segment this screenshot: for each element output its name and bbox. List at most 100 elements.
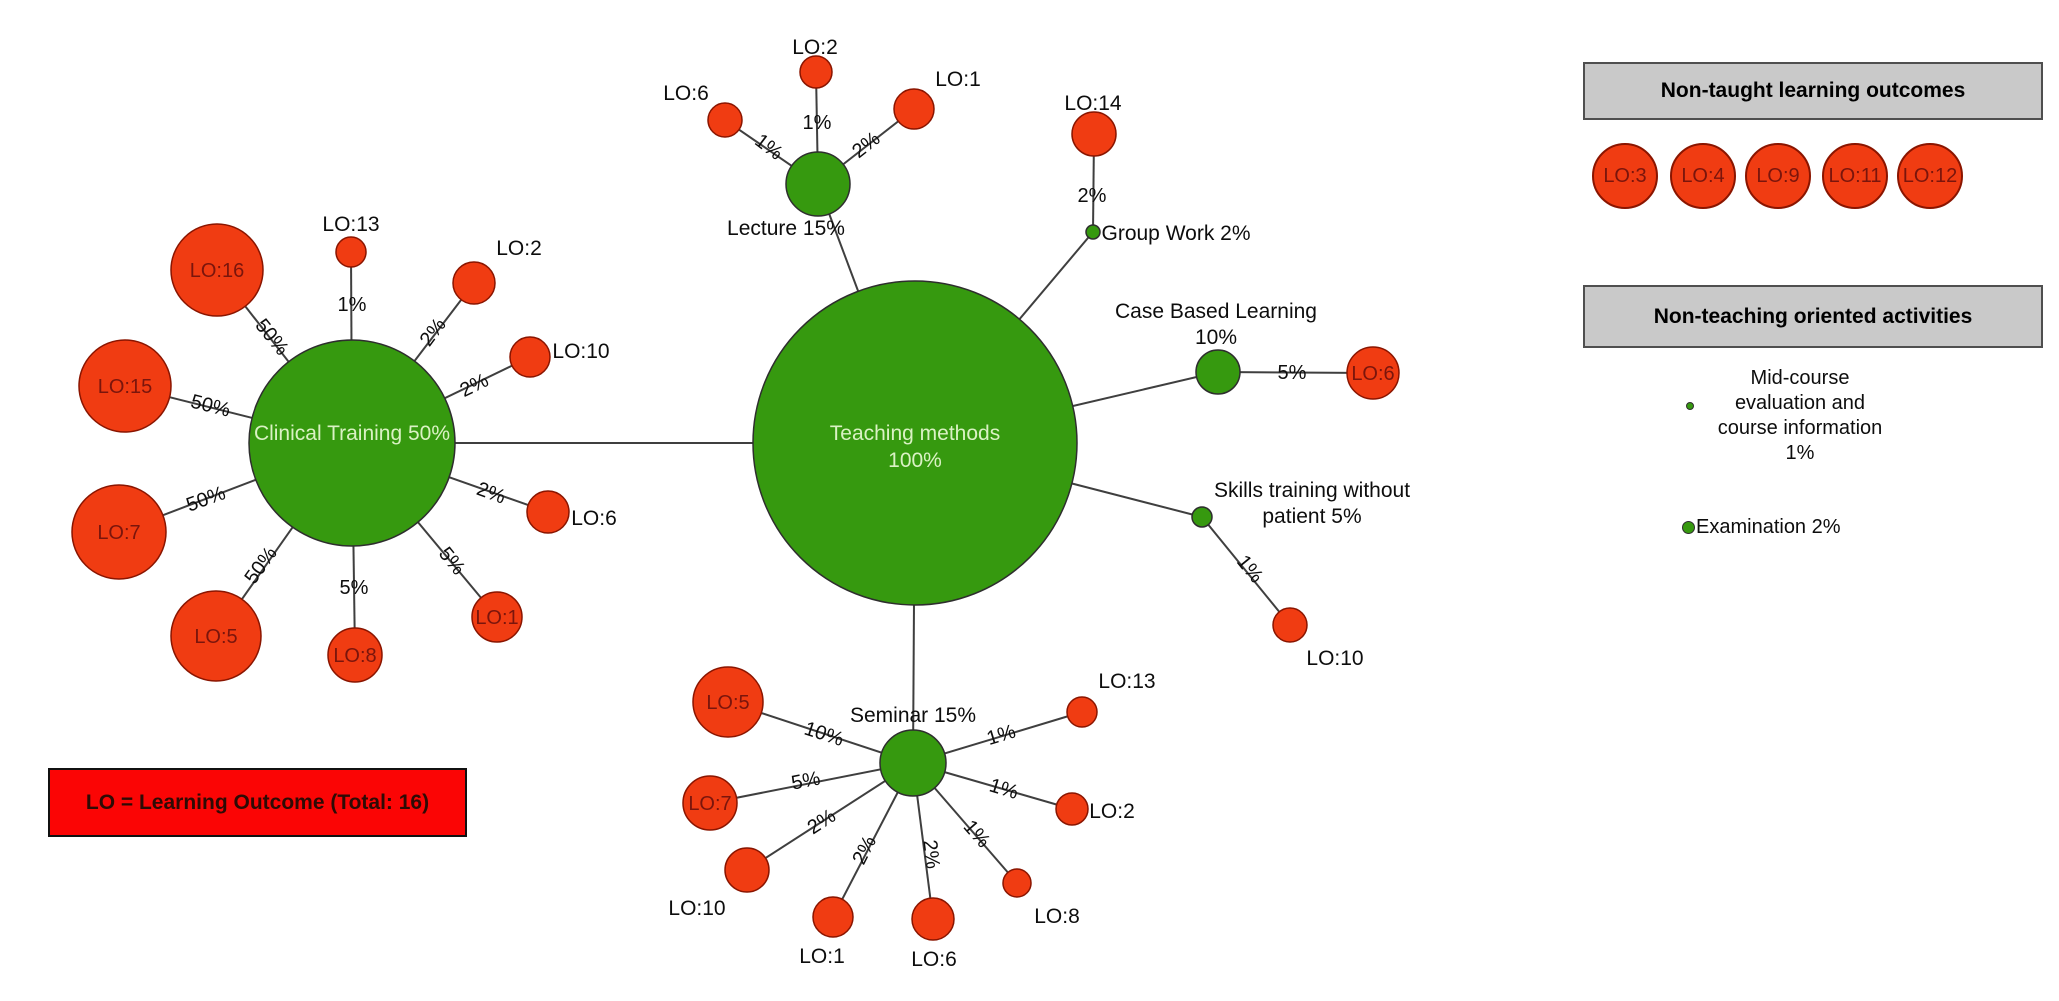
- label-lo-10-seminar: LO:10: [668, 897, 725, 920]
- node-lo-5-clinical-training: [170, 590, 262, 682]
- node-lo-1-clinical-training: [471, 591, 523, 643]
- label-clinical-training: Clinical Training 50%: [254, 422, 450, 445]
- label-lo-7-seminar: LO:7: [688, 793, 731, 815]
- label-teaching-methods: 100%: [888, 449, 942, 472]
- activity-midcourse-line: evaluation and: [1734, 392, 1866, 414]
- label-lo-1-seminar: LO:1: [799, 945, 845, 968]
- node-lo-6-case-based-learning: [1346, 346, 1400, 400]
- pct-lo-10-skills-training-without-patient: 1%: [1232, 551, 1267, 587]
- node-lo-6-seminar: [911, 897, 955, 941]
- node-lo-6-clinical-training: [526, 490, 570, 534]
- pct-lo-6-case-based-learning: 5%: [1278, 362, 1307, 384]
- edge-seminar-lo-7: [709, 762, 914, 804]
- label-lo-5-clinical-training: LO:5: [194, 626, 237, 648]
- activity-examination: Examination 2%: [1682, 516, 1841, 539]
- node-lo-7-seminar: [682, 775, 738, 831]
- label-lecture: Lecture 15%: [727, 217, 845, 240]
- label-lo-8-seminar: LO:8: [1034, 905, 1080, 928]
- label-lo-10-clinical-training: LO:10: [552, 340, 609, 363]
- label-lo-8-clinical-training: LO:8: [333, 645, 376, 667]
- examination-dot-icon: [1682, 521, 1695, 534]
- label-lo-13-seminar: LO:13: [1098, 670, 1155, 693]
- legend-box: LO = Learning Outcome (Total: 16): [48, 768, 467, 837]
- node-lo-13-clinical-training: [335, 236, 367, 268]
- label-lo-2-seminar: LO:2: [1089, 800, 1135, 823]
- node-lo-1-lecture: [893, 88, 935, 130]
- label-lo-6-lecture: LO:6: [663, 82, 709, 105]
- non-taught-lo-circle: LO:12: [1897, 143, 1963, 209]
- midcourse-dot-icon: [1686, 402, 1694, 410]
- label-lo-1-lecture: LO:1: [935, 68, 981, 91]
- legend-label: LO = Learning Outcome (Total: 16): [85, 790, 430, 814]
- label-lo-5-seminar: LO:5: [706, 692, 749, 714]
- edge-skills-training-without-patient-lo-10: [1201, 516, 1291, 626]
- label-lo-10-skills-training-without-patient: LO:10: [1306, 647, 1363, 670]
- label-skills-training-without-patient: patient 5%: [1262, 505, 1361, 528]
- label-lo-7-clinical-training: LO:7: [97, 522, 140, 544]
- label-lo-1-clinical-training: LO:1: [475, 607, 518, 629]
- node-group-work: [1085, 224, 1101, 240]
- node-lo-10-seminar: [724, 847, 770, 893]
- label-lo-6-case-based-learning: LO:6: [1351, 363, 1394, 385]
- pct-lo-7-clinical-training: 50%: [183, 482, 228, 516]
- label-lo-13-clinical-training: LO:13: [322, 213, 379, 236]
- node-lo-7-clinical-training: [71, 484, 167, 580]
- activity-examination-label: Examination 2%: [1696, 516, 1841, 538]
- label-lo-2-lecture: LO:2: [792, 36, 838, 59]
- label-lo-6-clinical-training: LO:6: [571, 507, 617, 530]
- non-taught-header: Non-taught learning outcomes: [1583, 62, 2043, 120]
- label-lo-6-seminar: LO:6: [911, 948, 957, 971]
- pct-lo-10-seminar: 2%: [804, 805, 840, 839]
- label-lo-16-clinical-training: LO:16: [190, 260, 244, 282]
- pct-lo-7-seminar: 5%: [790, 768, 823, 795]
- node-lo-2-clinical-training: [452, 261, 496, 305]
- node-lo-1-seminar: [812, 896, 854, 938]
- pct-lo-2-lecture: 1%: [803, 112, 832, 134]
- node-teaching-methods: [752, 280, 1078, 606]
- node-lo-2-lecture: [799, 55, 833, 89]
- node-lo-10-clinical-training: [509, 336, 551, 378]
- node-lo-2-seminar: [1055, 792, 1089, 826]
- pct-lo-15-clinical-training: 50%: [188, 391, 232, 422]
- activity-midcourse-line: Mid-course: [1750, 367, 1850, 389]
- label-lo-2-clinical-training: LO:2: [496, 237, 542, 260]
- non-taught-lo-circle: LO:4: [1670, 143, 1736, 209]
- node-seminar: [879, 729, 947, 797]
- node-clinical-training: [248, 339, 456, 547]
- pct-lo-10-clinical-training: 2%: [457, 369, 493, 402]
- label-case-based-learning: 10%: [1195, 326, 1237, 349]
- label-lo-14-group-work: LO:14: [1064, 92, 1122, 115]
- pct-lo-5-seminar: 10%: [801, 718, 846, 751]
- label-teaching-methods: Teaching methods: [830, 422, 1000, 445]
- node-lo-8-clinical-training: [327, 627, 383, 683]
- node-case-based-learning: [1195, 349, 1241, 395]
- pct-lo-13-clinical-training: 1%: [338, 294, 367, 316]
- pct-lo-6-clinical-training: 2%: [474, 478, 509, 509]
- pct-lo-1-seminar: 2%: [848, 832, 881, 868]
- non-taught-lo-circle: LO:3: [1592, 143, 1658, 209]
- pct-lo-6-seminar: 2%: [918, 839, 943, 871]
- label-skills-training-without-patient: Skills training without: [1214, 479, 1410, 502]
- node-lecture: [785, 151, 851, 217]
- pct-lo-5-clinical-training: 50%: [240, 543, 281, 588]
- pct-lo-2-seminar: 1%: [987, 775, 1021, 805]
- label-case-based-learning: Case Based Learning: [1115, 300, 1317, 323]
- pct-lo-14-group-work: 2%: [1078, 185, 1107, 207]
- label-group-work: Group Work 2%: [1102, 222, 1251, 245]
- activity-midcourse: Mid-course evaluation and course informa…: [1690, 366, 1910, 466]
- pct-lo-13-seminar: 1%: [984, 720, 1018, 750]
- node-lo-13-seminar: [1066, 696, 1098, 728]
- node-lo-15-clinical-training: [78, 339, 172, 433]
- non-taught-lo-circle: LO:9: [1745, 143, 1811, 209]
- activity-midcourse-line: 1%: [1785, 442, 1815, 464]
- pct-lo-8-clinical-training: 5%: [340, 577, 369, 599]
- node-lo-8-seminar: [1002, 868, 1032, 898]
- non-teaching-header: Non-teaching oriented activities: [1583, 285, 2043, 348]
- node-lo-5-seminar: [692, 666, 764, 738]
- node-lo-14-group-work: [1071, 111, 1117, 157]
- pct-lo-1-lecture: 2%: [848, 128, 884, 163]
- activity-midcourse-line: course information: [1717, 417, 1883, 439]
- node-lo-16-clinical-training: [170, 223, 264, 317]
